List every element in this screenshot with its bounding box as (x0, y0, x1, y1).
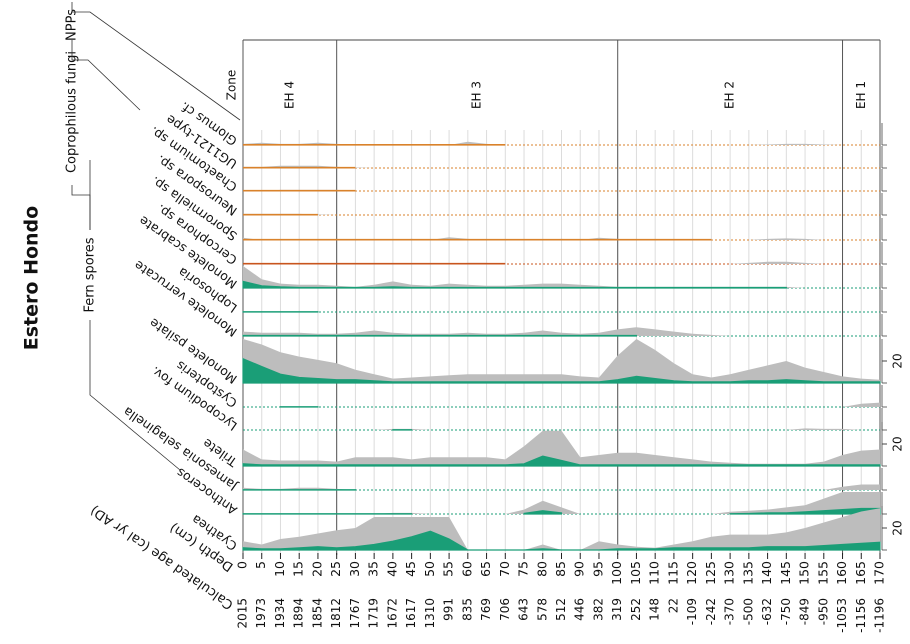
x-tick-label: 40 (384, 561, 399, 577)
x-tick-label: 125 (703, 561, 718, 585)
x-tick-label: 95 (590, 561, 605, 577)
age-label: 382 (591, 598, 605, 621)
x-tick-label: 25 (328, 561, 343, 577)
x-tick-label: 15 (291, 561, 306, 577)
age-label: -1053 (835, 598, 849, 633)
x-tick-label: 30 (347, 561, 362, 577)
x-tick-label: 160 (834, 561, 849, 585)
x-tick-label: 120 (684, 561, 699, 585)
exaggeration-area (243, 261, 880, 264)
x-tick-label: 110 (647, 561, 662, 585)
x-tick-label: 170 (872, 561, 887, 585)
exaggeration-area (243, 327, 880, 336)
x-tick-label: 20 (309, 561, 324, 577)
x-tick-label: 85 (553, 561, 568, 577)
x-tick-label: 115 (665, 561, 680, 585)
age-label: 706 (498, 598, 512, 621)
x-tick-label: 140 (759, 561, 774, 585)
x-tick-label: 130 (722, 561, 737, 585)
x-tick-label: 60 (459, 561, 474, 577)
age-label: -500 (741, 598, 755, 625)
age-label: 1934 (273, 598, 287, 629)
age-label: 769 (479, 598, 493, 621)
x-tick-label: 155 (815, 561, 830, 585)
bracket (71, 185, 91, 230)
age-label: -1196 (873, 598, 887, 633)
x-tick-label: 45 (403, 561, 418, 577)
value-area (242, 530, 881, 551)
x-tick-label: 165 (853, 561, 868, 585)
zone-name: EH 4 (282, 81, 296, 109)
age-label: 643 (517, 598, 531, 621)
x-tick-label: 5 (253, 561, 268, 569)
x-tick-label: 105 (628, 561, 643, 585)
age-label: -632 (760, 598, 774, 625)
age-label: 252 (629, 598, 643, 621)
age-label: 1672 (385, 598, 399, 629)
age-label: 512 (554, 598, 568, 621)
bracket (71, 2, 241, 121)
age-label: 2015 (236, 598, 250, 629)
age-label: 578 (535, 598, 549, 621)
exaggeration-area (243, 430, 880, 466)
x-tick-label: 150 (797, 561, 812, 585)
x-tick-label: 55 (441, 561, 456, 577)
age-label: 148 (648, 598, 662, 621)
group-label: Fern spores (83, 237, 98, 312)
x-tick-label: 135 (740, 561, 755, 585)
chart-title: Estero Hondo (21, 206, 43, 350)
x-tick-label: 75 (516, 561, 531, 577)
x-tick-label: 90 (572, 561, 587, 577)
value-area (242, 455, 881, 467)
exaggeration-area (243, 266, 880, 288)
age-label: -750 (779, 598, 793, 625)
age-label: 1617 (404, 598, 418, 629)
age-label: 1812 (329, 598, 343, 629)
age-label: -242 (704, 598, 718, 625)
bracket (71, 40, 141, 111)
age-label: -849 (798, 598, 812, 625)
age-label: 22 (666, 598, 680, 613)
age-label: 1767 (348, 598, 362, 629)
x-tick-label: 65 (478, 561, 493, 577)
x-tick-label: 70 (497, 561, 512, 577)
x-tick-label: 145 (778, 561, 793, 585)
age-label: 1719 (367, 598, 381, 629)
x-tick-label: 100 (609, 561, 624, 585)
age-label: -1156 (854, 598, 868, 633)
age-label: 991 (442, 598, 456, 621)
age-label: 1854 (310, 598, 324, 629)
age-label: 1973 (254, 598, 268, 629)
y-tick-label: 20 (891, 353, 905, 368)
y-tick-label: 20 (891, 520, 905, 535)
x-tick-label: 80 (534, 561, 549, 577)
zone-label: Zone (225, 70, 239, 101)
value-area (242, 334, 638, 337)
age-label: 1894 (292, 598, 306, 629)
age-label: -109 (685, 598, 699, 625)
bracket (89, 320, 181, 471)
zone-name: EH 1 (854, 81, 868, 109)
zone-name: EH 2 (723, 81, 737, 109)
x-tick-label: 35 (366, 561, 381, 577)
zone-name: EH 3 (470, 81, 484, 109)
value-area (242, 280, 787, 289)
x-tick-label: 10 (272, 561, 287, 577)
age-label: 835 (460, 598, 474, 621)
age-label: -950 (816, 598, 830, 625)
age-label: 1310 (423, 598, 437, 629)
y-tick-label: 20 (891, 436, 905, 451)
group-label: NPPs (65, 9, 80, 41)
x-tick-label: 50 (422, 561, 437, 577)
x-tick-label: 0 (235, 561, 250, 569)
value-area (242, 357, 881, 384)
age-label: 319 (610, 598, 624, 621)
group-brackets (71, 2, 241, 471)
age-label: -370 (723, 598, 737, 625)
age-label: 446 (573, 598, 587, 621)
group-label: Coprophilous fungi (65, 51, 80, 173)
